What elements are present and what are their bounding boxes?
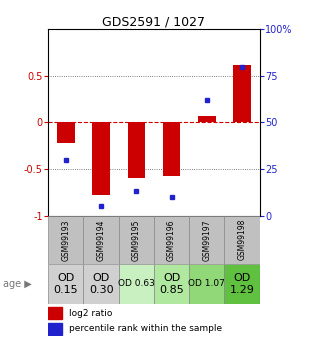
Bar bbox=[48, 307, 62, 319]
Bar bbox=[83, 216, 119, 264]
Bar bbox=[128, 122, 145, 178]
Bar bbox=[48, 216, 83, 264]
Bar bbox=[154, 216, 189, 264]
Text: GSM99198: GSM99198 bbox=[238, 219, 247, 260]
Bar bbox=[119, 216, 154, 264]
Text: OD 0.63: OD 0.63 bbox=[118, 279, 155, 288]
Text: OD
0.30: OD 0.30 bbox=[89, 273, 114, 295]
Text: age ▶: age ▶ bbox=[3, 279, 32, 289]
Bar bbox=[233, 65, 251, 122]
Bar bbox=[154, 264, 189, 304]
Bar bbox=[225, 264, 260, 304]
Text: OD 1.07: OD 1.07 bbox=[188, 279, 225, 288]
Bar bbox=[57, 122, 75, 143]
Text: OD
0.15: OD 0.15 bbox=[53, 273, 78, 295]
Text: percentile rank within the sample: percentile rank within the sample bbox=[69, 324, 222, 333]
Bar bbox=[119, 264, 154, 304]
Bar bbox=[189, 216, 225, 264]
Bar bbox=[163, 122, 180, 176]
Bar bbox=[48, 264, 83, 304]
Text: OD
0.85: OD 0.85 bbox=[159, 273, 184, 295]
Bar bbox=[198, 116, 216, 122]
Title: GDS2591 / 1027: GDS2591 / 1027 bbox=[102, 15, 206, 28]
Bar bbox=[48, 323, 62, 335]
Text: GSM99196: GSM99196 bbox=[167, 219, 176, 260]
Text: log2 ratio: log2 ratio bbox=[69, 309, 112, 318]
Bar bbox=[92, 122, 110, 195]
Text: GSM99193: GSM99193 bbox=[61, 219, 70, 260]
Text: OD
1.29: OD 1.29 bbox=[230, 273, 254, 295]
Text: GSM99194: GSM99194 bbox=[97, 219, 105, 260]
Bar bbox=[189, 264, 225, 304]
Text: GSM99195: GSM99195 bbox=[132, 219, 141, 260]
Bar bbox=[225, 216, 260, 264]
Bar bbox=[83, 264, 119, 304]
Text: GSM99197: GSM99197 bbox=[202, 219, 211, 260]
